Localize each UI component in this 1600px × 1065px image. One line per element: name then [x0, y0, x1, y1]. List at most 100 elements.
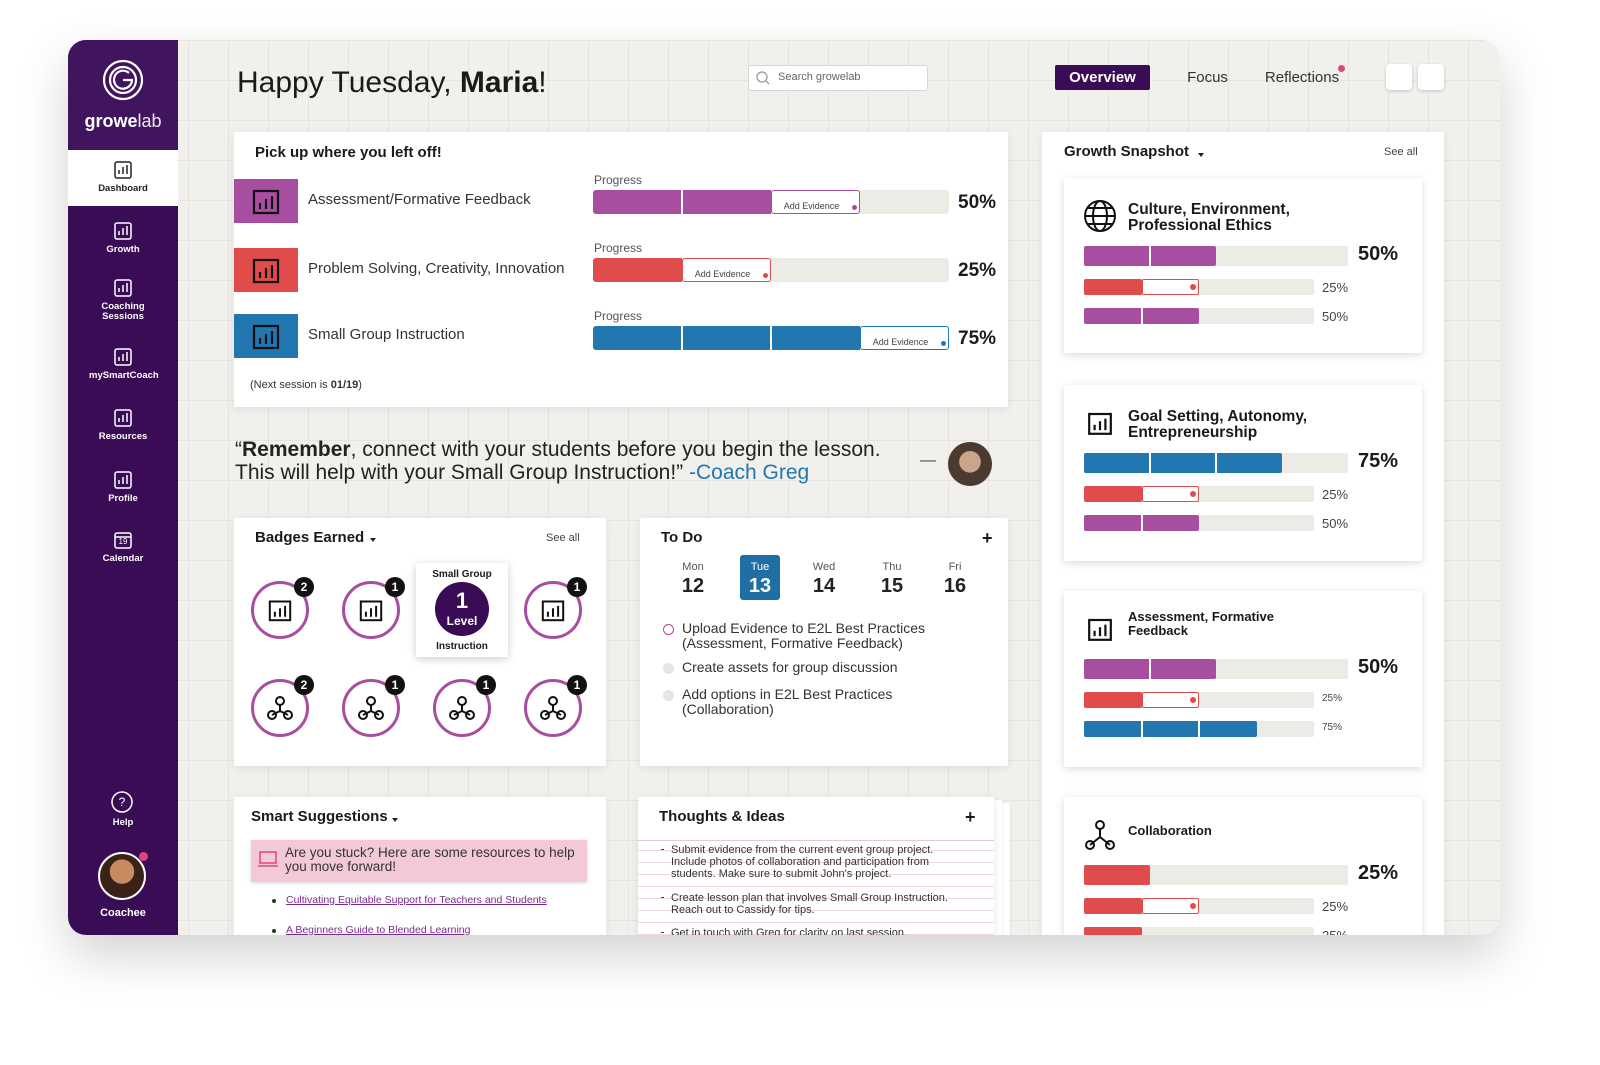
sub-percent: 50% [1322, 309, 1349, 324]
add-evidence[interactable] [771, 190, 860, 214]
pickup-label[interactable]: Assessment/Formative Feedback [308, 191, 531, 208]
pending-dot [1190, 903, 1196, 909]
add-evidence[interactable] [682, 258, 771, 282]
search-box[interactable] [748, 65, 928, 91]
see-all[interactable]: See all [1384, 146, 1418, 158]
calendar-day: 19 [118, 537, 128, 546]
see-all[interactable]: See all [546, 532, 580, 544]
nav-item[interactable]: Growth [106, 244, 140, 255]
day-name[interactable]: Tue [750, 561, 770, 573]
sub-percent: 25% [1322, 487, 1349, 502]
pending-dot [1190, 697, 1196, 703]
sub-percent: 25% [1322, 280, 1349, 295]
day-name[interactable]: Thu [882, 561, 902, 573]
text-span: Remember [242, 438, 351, 461]
notification-dot [1338, 65, 1345, 72]
icon-graphic [392, 818, 398, 822]
icon-graphic [102, 59, 144, 101]
nav-icon [112, 529, 134, 551]
badge-icon [536, 593, 570, 627]
nav-icon [112, 469, 134, 491]
card-icon [1082, 817, 1118, 853]
snapshot-fill [1084, 692, 1142, 708]
nav-item[interactable]: Coaching Sessions [101, 301, 145, 322]
add-evidence-dot [941, 341, 946, 346]
thought-text: Get in touch with Greg for clarity on la… [671, 927, 907, 935]
main-percent: 75% [1358, 450, 1399, 472]
tooltip-number: 1 [455, 588, 469, 613]
tab[interactable]: Focus [1187, 69, 1228, 86]
tab[interactable]: Reflections [1264, 69, 1340, 86]
resource-link[interactable]: A Beginners Guide to Blended Learning [286, 924, 471, 935]
suggestion-prompt-box [251, 840, 587, 882]
icon-graphic [252, 258, 280, 284]
day-date[interactable]: 13 [748, 575, 772, 597]
task-check[interactable] [663, 663, 674, 674]
badges-title[interactable]: Badges Earned [255, 529, 365, 546]
add-button[interactable]: + [965, 807, 976, 827]
task-check[interactable] [663, 624, 674, 635]
text-span: “ [235, 438, 242, 461]
nav-item[interactable]: Profile [108, 493, 138, 504]
add-evidence[interactable] [860, 326, 949, 350]
day-name[interactable]: Fri [948, 561, 962, 573]
nav-item[interactable]: Calendar [102, 553, 144, 564]
day-date[interactable]: 14 [812, 575, 836, 597]
badge-count: 1 [476, 675, 496, 695]
help-label[interactable]: Help [112, 817, 134, 828]
day-date[interactable]: 15 [880, 575, 904, 597]
badge-count: 1 [567, 675, 587, 695]
snapshot-fill [1084, 279, 1142, 295]
todo-title: To Do [661, 529, 703, 546]
day-name[interactable]: Mon [682, 561, 704, 573]
suggestions-title[interactable]: Smart Suggestions [251, 808, 388, 825]
quote-dash: — [920, 452, 936, 469]
logo-mark [101, 58, 145, 102]
pickup-label[interactable]: Problem Solving, Creativity, Innovation [308, 260, 565, 277]
icon-graphic [114, 409, 132, 427]
sub-percent: 25% [1322, 928, 1362, 935]
card-icon [1082, 198, 1118, 234]
resource-link[interactable]: Cultivating Equitable Support for Teache… [286, 894, 547, 906]
task-text: Add options in E2L Best Practices (Colla… [682, 686, 893, 717]
day-name[interactable]: Wed [812, 561, 836, 573]
pickup-icon-graphic [246, 250, 286, 290]
tooltip-top: Small Group [432, 569, 492, 580]
tab[interactable]: Overview [1055, 65, 1150, 90]
snapshot-fill [1084, 453, 1282, 473]
icon-graphic [1088, 618, 1112, 641]
thought-text: Create lesson plan that involves Small G… [671, 892, 948, 916]
nav-item[interactable]: mySmartCoach [89, 370, 159, 381]
day-date[interactable]: 12 [681, 575, 705, 597]
icon-graphic [359, 600, 383, 622]
text-span: -Coach Greg [683, 461, 810, 484]
user-label[interactable]: Coachee [100, 907, 146, 919]
badge-icon [536, 691, 570, 725]
card-title: Culture, Environment, Professional Ethic… [1128, 201, 1290, 234]
segment-divider [1140, 515, 1143, 531]
icon-graphic [358, 696, 384, 720]
search-placeholder: Search growelab [778, 71, 861, 83]
badge-count: 2 [294, 577, 314, 597]
pickup-icon-graphic [246, 181, 286, 221]
progress-fill [593, 326, 860, 350]
pending-dot [1190, 491, 1196, 497]
emoji-button[interactable] [1418, 64, 1444, 90]
segment-divider [1149, 659, 1151, 679]
card-title: Assessment, Formative Feedback [1128, 609, 1274, 638]
snapshot-title[interactable]: Growth Snapshot [1064, 143, 1189, 160]
nav-item[interactable]: Dashboard [98, 183, 148, 194]
emoji-button[interactable] [1386, 64, 1412, 90]
add-button[interactable]: + [982, 528, 993, 548]
pickup-label[interactable]: Small Group Instruction [308, 326, 465, 343]
icon-graphic [114, 348, 132, 366]
thoughts-header-bg [638, 797, 994, 841]
add-evidence-text: Add Evidence [783, 201, 840, 211]
nav-item[interactable]: Resources [98, 431, 148, 442]
task-check[interactable] [663, 690, 674, 701]
snapshot-fill [1084, 927, 1142, 935]
nav-icon [112, 159, 134, 181]
segment-divider [770, 326, 772, 350]
day-date[interactable]: 16 [943, 575, 967, 597]
text-span: ! [538, 66, 547, 99]
